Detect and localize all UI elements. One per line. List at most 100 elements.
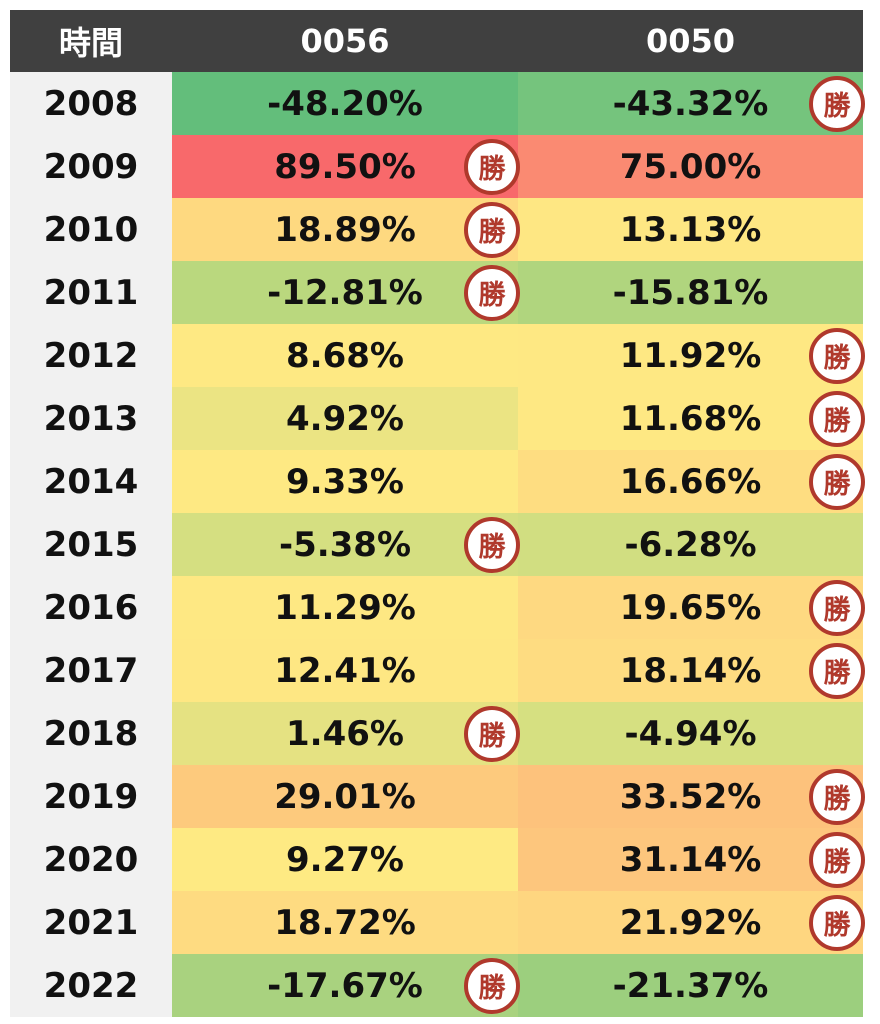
- returns-table: 時間 0056 0050 2008 -48.20% -43.32% 勝 2009 89.5…: [10, 10, 865, 1017]
- return-value: 18.14%: [619, 650, 762, 691]
- win-badge: 勝: [809, 768, 865, 825]
- return-cell-0056: 18.89% 勝: [172, 198, 520, 261]
- return-value: 1.46%: [286, 713, 404, 754]
- return-cell-0056: -48.20%: [172, 72, 518, 135]
- return-cell-0056: 4.92%: [172, 387, 518, 450]
- table-body: 2008 -48.20% -43.32% 勝 2009 89.50% 勝 75.00% 2010…: [10, 72, 865, 1017]
- win-badge: 勝: [809, 894, 865, 951]
- return-value: 11.92%: [619, 335, 762, 376]
- return-cell-0056: -5.38% 勝: [172, 513, 520, 576]
- return-cell-0050: 11.68% 勝: [518, 387, 865, 450]
- return-cell-0056: 18.72%: [172, 891, 518, 954]
- table-row: 2012 8.68% 11.92% 勝: [10, 324, 865, 387]
- return-value: -17.67%: [267, 965, 423, 1006]
- year-cell: 2008: [10, 72, 172, 135]
- header-time: 時間: [58, 24, 123, 62]
- return-value: -4.94%: [624, 713, 757, 754]
- win-badge: 勝: [809, 390, 865, 447]
- return-cell-0056: 9.27%: [172, 828, 518, 891]
- table-row: 2020 9.27% 31.14% 勝: [10, 828, 865, 891]
- return-cell-0050: 11.92% 勝: [518, 324, 865, 387]
- table-row: 2011 -12.81% 勝 -15.81%: [10, 261, 863, 324]
- return-cell-0056: 29.01%: [172, 765, 518, 828]
- return-cell-0050: 31.14% 勝: [518, 828, 865, 891]
- table-row: 2019 29.01% 33.52% 勝: [10, 765, 865, 828]
- win-badge: 勝: [464, 516, 520, 573]
- year-cell: 2021: [10, 891, 172, 954]
- win-badge: 勝: [809, 453, 865, 510]
- return-cell-0056: 9.33%: [172, 450, 518, 513]
- return-cell-0056: -17.67% 勝: [172, 954, 520, 1017]
- return-cell-0050: -15.81%: [518, 261, 863, 324]
- table-row: 2010 18.89% 勝 13.13%: [10, 198, 863, 261]
- return-value: -5.38%: [278, 524, 412, 565]
- return-value: -43.32%: [612, 83, 769, 124]
- return-value: 12.41%: [274, 650, 416, 691]
- year-cell: 2020: [10, 828, 172, 891]
- year-cell: 2019: [10, 765, 172, 828]
- return-value: -12.81%: [267, 272, 423, 313]
- return-cell-0056: 8.68%: [172, 324, 518, 387]
- return-value: 9.33%: [286, 461, 404, 502]
- year-cell: 2014: [10, 450, 172, 513]
- return-cell-0050: 21.92% 勝: [518, 891, 865, 954]
- return-cell-0056: 12.41%: [172, 639, 518, 702]
- return-cell-0050: 18.14% 勝: [518, 639, 865, 702]
- return-cell-0056: 89.50% 勝: [172, 135, 520, 198]
- year-cell: 2013: [10, 387, 172, 450]
- return-cell-0050: -4.94%: [518, 702, 863, 765]
- year-cell: 2017: [10, 639, 172, 702]
- table-row: 2009 89.50% 勝 75.00%: [10, 135, 863, 198]
- return-cell-0050: -21.37%: [518, 954, 863, 1017]
- return-value: 8.68%: [286, 335, 404, 376]
- return-value: 18.89%: [274, 209, 416, 250]
- return-cell-0050: 16.66% 勝: [518, 450, 865, 513]
- win-badge: 勝: [464, 957, 520, 1014]
- win-badge: 勝: [809, 327, 865, 384]
- table-row: 2021 18.72% 21.92% 勝: [10, 891, 865, 954]
- return-value: -15.81%: [612, 272, 769, 313]
- year-cell: 2022: [10, 954, 172, 1017]
- return-value: -21.37%: [612, 965, 769, 1006]
- return-value: 33.52%: [619, 776, 762, 817]
- win-badge: 勝: [809, 831, 865, 888]
- year-cell: 2010: [10, 198, 172, 261]
- table-row: 2018 1.46% 勝 -4.94%: [10, 702, 863, 765]
- win-badge: 勝: [464, 705, 520, 762]
- year-cell: 2012: [10, 324, 172, 387]
- return-value: 11.68%: [619, 398, 762, 439]
- return-value: 19.65%: [619, 587, 762, 628]
- table-row: 2022 -17.67% 勝 -21.37%: [10, 954, 863, 1017]
- win-badge: 勝: [809, 579, 865, 636]
- table-row: 2008 -48.20% -43.32% 勝: [10, 72, 865, 135]
- win-badge: 勝: [464, 264, 520, 321]
- header-0056: 0056: [300, 22, 390, 60]
- return-cell-0050: 33.52% 勝: [518, 765, 865, 828]
- return-value: 89.50%: [274, 146, 416, 187]
- return-value: 29.01%: [274, 776, 416, 817]
- return-cell-0050: -6.28%: [518, 513, 863, 576]
- win-badge: 勝: [809, 75, 865, 132]
- return-value: 9.27%: [286, 839, 404, 880]
- return-cell-0050: 75.00%: [518, 135, 863, 198]
- return-cell-0050: 19.65% 勝: [518, 576, 865, 639]
- return-value: 31.14%: [619, 839, 762, 880]
- table-row: 2016 11.29% 19.65% 勝: [10, 576, 865, 639]
- return-value: 13.13%: [619, 209, 762, 250]
- return-value: 75.00%: [619, 146, 762, 187]
- table-row: 2014 9.33% 16.66% 勝: [10, 450, 865, 513]
- return-value: 11.29%: [274, 587, 416, 628]
- return-value: 18.72%: [274, 902, 416, 943]
- table-row: 2015 -5.38% 勝 -6.28%: [10, 513, 863, 576]
- win-badge: 勝: [809, 642, 865, 699]
- return-value: 16.66%: [619, 461, 762, 502]
- return-cell-0056: 1.46% 勝: [172, 702, 520, 765]
- return-value: -48.20%: [267, 83, 423, 124]
- return-value: 21.92%: [619, 902, 762, 943]
- return-cell-0050: -43.32% 勝: [518, 72, 865, 135]
- year-cell: 2018: [10, 702, 172, 765]
- return-value: 4.92%: [286, 398, 404, 439]
- year-cell: 2011: [10, 261, 172, 324]
- year-cell: 2009: [10, 135, 172, 198]
- table-row: 2017 12.41% 18.14% 勝: [10, 639, 865, 702]
